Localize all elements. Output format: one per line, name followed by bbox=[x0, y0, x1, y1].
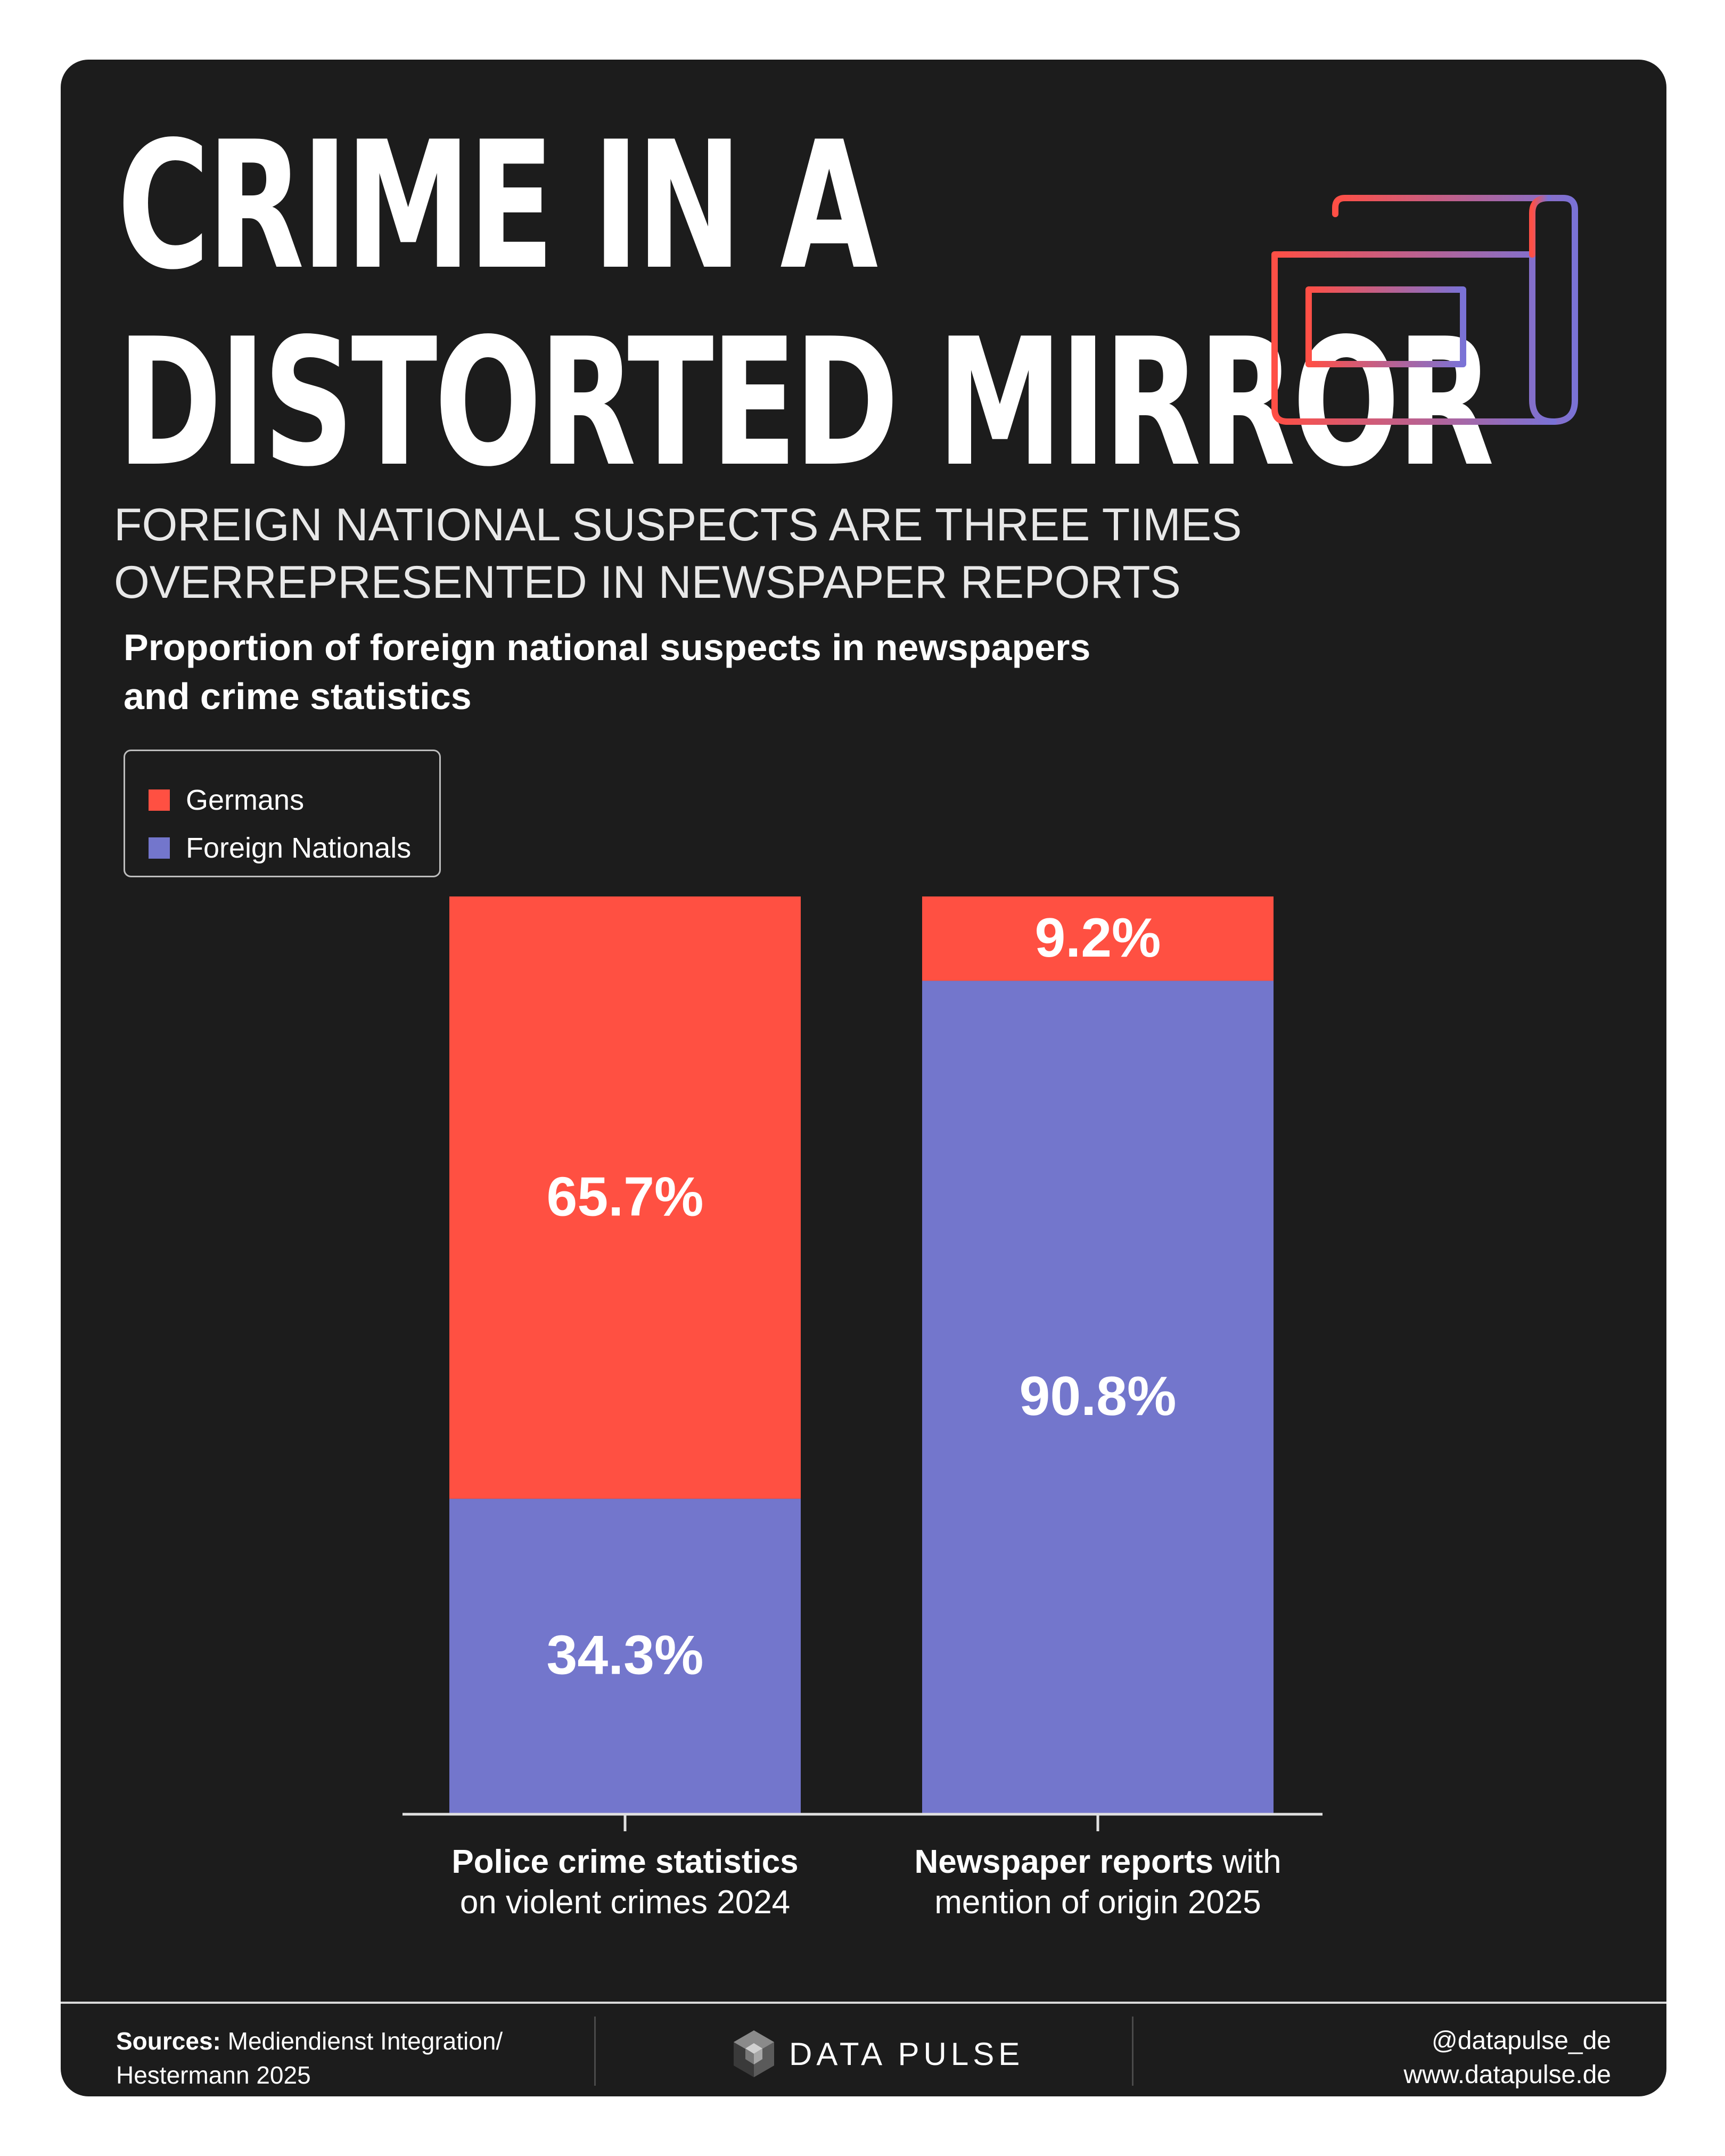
category-label-1-line-1: Newspaper reports with bbox=[914, 1844, 1281, 1880]
footer-handle: @datapulse_de bbox=[1432, 2027, 1611, 2055]
subtitle-line-1: FOREIGN NATIONAL SUSPECTS ARE THREE TIME… bbox=[114, 499, 1242, 550]
chart-title-line-2: and crime statistics bbox=[124, 676, 472, 717]
data-label-foreign-0: 34.3% bbox=[547, 1625, 704, 1686]
title-line-1: CRIME IN A bbox=[117, 104, 878, 308]
footer-website: www.datapulse.de bbox=[1403, 2061, 1611, 2089]
legend-swatch-foreign bbox=[149, 837, 170, 859]
brand-name: DATA PULSE bbox=[789, 2036, 1024, 2072]
infographic-card: CRIME IN A DISTORTED MIRROR FOREIGN NATI… bbox=[61, 60, 1666, 2096]
category-label-0-line-2: on violent crimes 2024 bbox=[460, 1884, 790, 1921]
footer-divider-line bbox=[61, 2002, 1666, 2004]
sources-label: Sources: bbox=[116, 2027, 221, 2055]
bar-germans-1 bbox=[922, 896, 1274, 981]
footer-contact: @datapulse_de www.datapulse.de bbox=[1403, 2024, 1611, 2092]
footer-separator-left bbox=[594, 2017, 596, 2086]
newspaper-icon bbox=[1271, 195, 1578, 425]
data-label-germans-0: 65.7% bbox=[547, 1166, 704, 1228]
footer-separator-right bbox=[1132, 2017, 1133, 2086]
sources-text-line-1: Mediendienst Integration/ bbox=[220, 2027, 503, 2055]
legend-label-germans: Germans bbox=[186, 784, 305, 816]
legend-item-germans: Germans bbox=[149, 784, 304, 816]
subtitle-line-2: OVERREPRESENTED IN NEWSPAPER REPORTS bbox=[114, 557, 1181, 608]
legend-swatch-germans bbox=[149, 789, 170, 811]
brand-cube-icon bbox=[734, 2030, 774, 2077]
category-label-1-line-2: mention of origin 2025 bbox=[934, 1884, 1261, 1921]
category-label-0-line-1: Police crime statistics bbox=[451, 1844, 798, 1880]
title-line-2: DISTORTED MIRROR bbox=[117, 301, 1494, 505]
bar-germans-0 bbox=[449, 896, 801, 1499]
chart-legend: Germans Foreign Nationals bbox=[124, 750, 441, 877]
data-label-foreign-1: 90.8% bbox=[1020, 1365, 1177, 1427]
bar-foreign-1 bbox=[922, 981, 1274, 1813]
category-label-1-bold: Newspaper reports bbox=[914, 1844, 1213, 1880]
bar-foreign-0 bbox=[449, 1499, 801, 1813]
page-subtitle: FOREIGN NATIONAL SUSPECTS ARE THREE TIME… bbox=[114, 496, 1338, 611]
data-label-germans-1: 9.2% bbox=[1034, 907, 1161, 969]
stacked-bar-chart: 34.3% 65.7% 90.8% 9.2% Police crime statisti… bbox=[402, 896, 1322, 1921]
sources-text-line-2: Hestermann 2025 bbox=[116, 2061, 311, 2089]
legend-label-foreign: Foreign Nationals bbox=[186, 832, 412, 864]
category-label-0-bold: Police crime statistics bbox=[451, 1844, 798, 1880]
page-title: CRIME IN A DISTORTED MIRROR bbox=[117, 108, 1494, 501]
brand-logo: DATA PULSE bbox=[732, 2027, 1024, 2080]
chart-title-line-1: Proportion of foreign national suspects … bbox=[124, 627, 1091, 668]
legend-item-foreign: Foreign Nationals bbox=[149, 832, 411, 864]
footer-sources: Sources: Mediendienst Integration/ Heste… bbox=[116, 2024, 595, 2092]
chart-title: Proportion of foreign national suspects … bbox=[124, 623, 1295, 721]
category-label-1-rest: with bbox=[1213, 1844, 1281, 1880]
